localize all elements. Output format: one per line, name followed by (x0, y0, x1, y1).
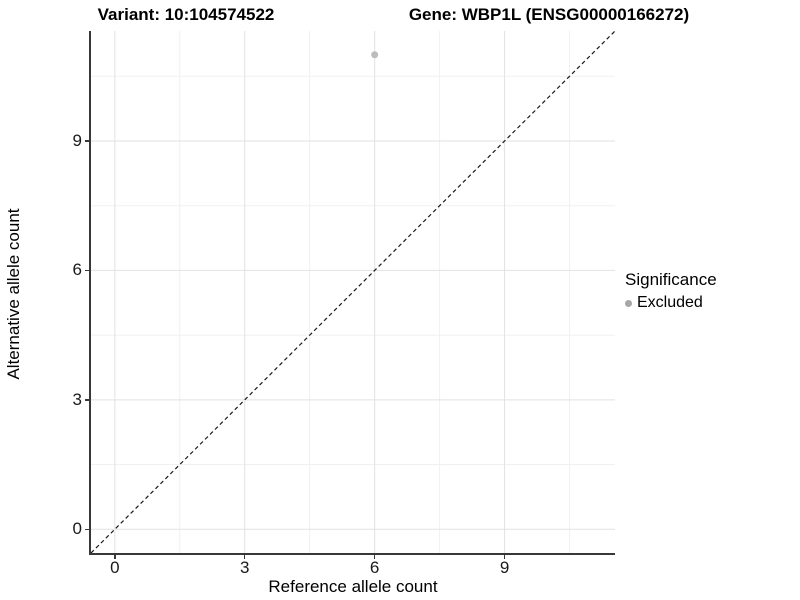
y-tick-mark (85, 399, 89, 401)
x-tick-mark (114, 555, 116, 559)
legend-item-excluded: Excluded (625, 294, 717, 312)
y-tick-mark (85, 269, 89, 272)
y-tick-mark (85, 528, 89, 531)
data-point-excluded (371, 51, 379, 59)
plot-area (89, 31, 615, 555)
x-tick-mark (503, 555, 506, 559)
y-tick-mark (85, 140, 89, 142)
x-tick-label: 6 (369, 558, 380, 577)
y-axis-title: Alternative allele count (4, 208, 23, 380)
legend: Significance Excluded (625, 270, 717, 312)
legend-item-label: Excluded (637, 294, 703, 311)
y-tick-label: 6 (72, 260, 82, 280)
legend-title: Significance (625, 270, 717, 289)
variant-title: Variant: 10:104574522 (97, 5, 275, 24)
x-tick-label: 0 (110, 558, 120, 577)
y-tick-label: 9 (72, 131, 82, 150)
x-tick-label: 3 (240, 558, 250, 577)
identity-reference-line (91, 31, 615, 553)
legend-key-dot-icon (625, 299, 632, 307)
x-tick-mark (243, 555, 246, 559)
x-tick-mark (373, 555, 376, 559)
y-tick-label: 3 (72, 389, 82, 409)
x-axis-title: Reference allele count (268, 577, 438, 596)
gene-title: Gene: WBP1L (ENSG00000166272) (408, 5, 690, 24)
scatter-plot-canvas (91, 31, 615, 553)
y-tick-label: 0 (72, 519, 82, 539)
x-tick-label: 9 (499, 558, 510, 577)
